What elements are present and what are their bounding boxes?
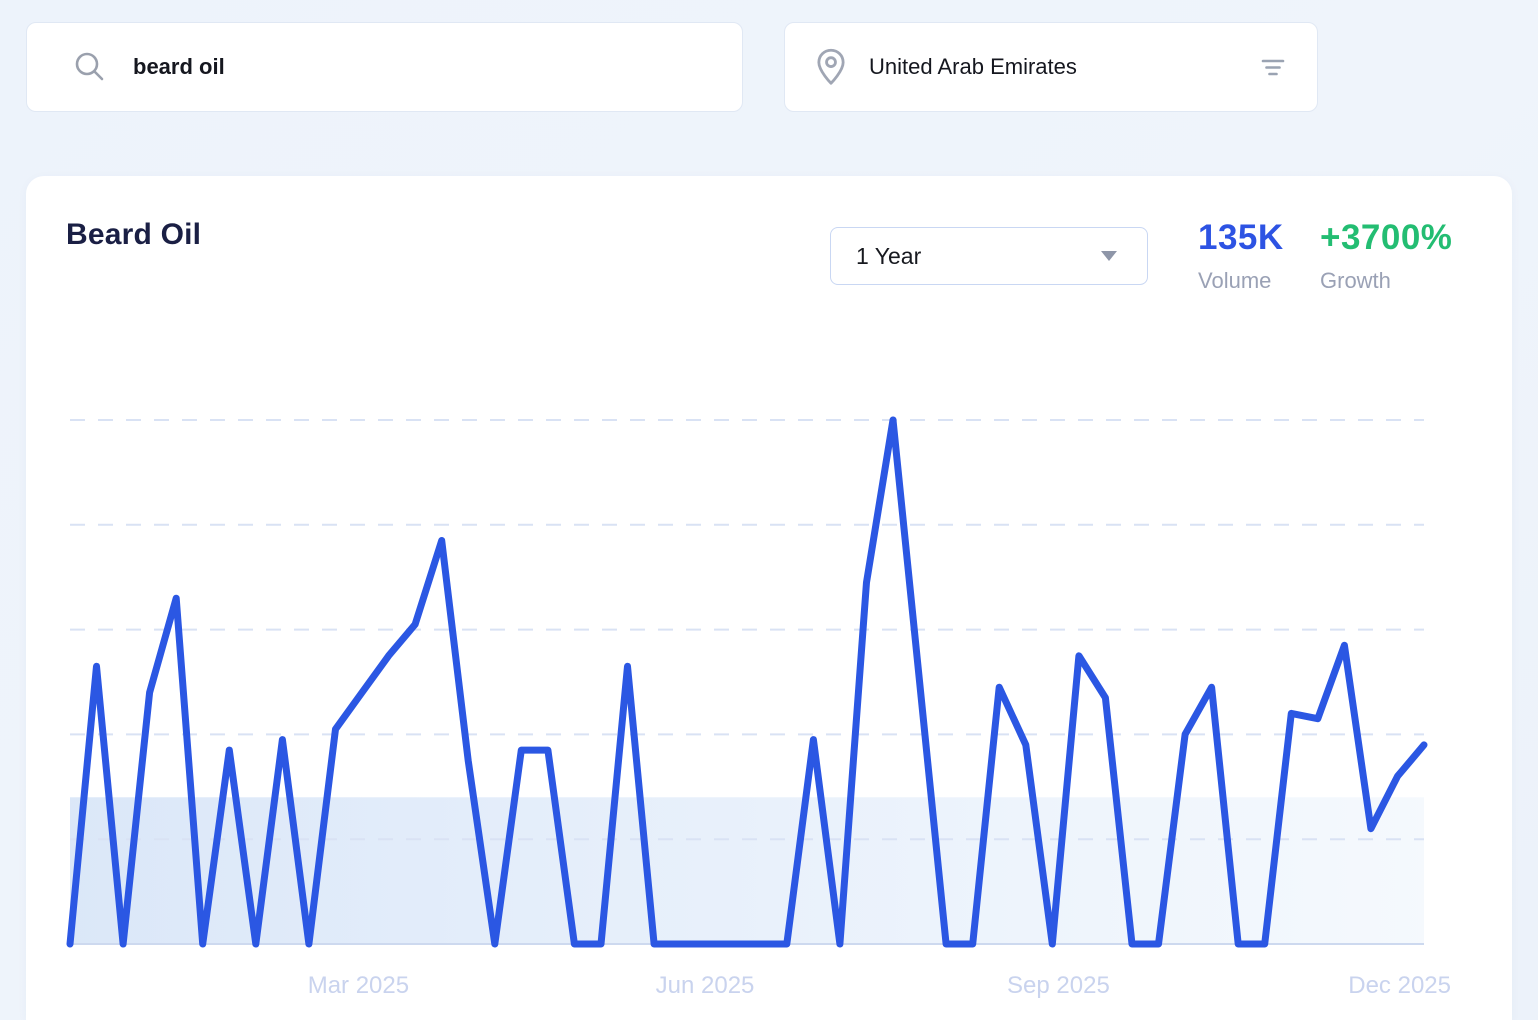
x-tick-label: Jun 2025 [655,972,755,999]
page-title: Beard Oil [66,218,202,251]
growth-stat: +3700% Growth [1320,218,1452,294]
location-selector[interactable]: United Arab Emirates [784,22,1318,112]
volume-label: Volume [1198,268,1272,293]
trend-chart-svg [66,416,1428,948]
x-axis: Mar 2025 Jun 2025 Sep 2025 Dec 2025 [70,972,1451,1002]
growth-value: +3700% [1320,218,1453,257]
trend-card: Beard Oil 1 Year 135K Volume +3700% Grow… [26,176,1512,1020]
volume-value: 135K [1198,218,1284,257]
growth-label: Growth [1320,268,1391,293]
keyword-search-box[interactable] [26,22,743,112]
trend-chart[interactable] [66,400,1428,954]
x-tick-label: Dec 2025 [1348,972,1451,999]
x-tick-label: Sep 2025 [1007,972,1110,999]
x-tick-label: Mar 2025 [307,972,410,999]
filter-lines-icon[interactable] [1261,57,1285,77]
chevron-down-icon [1101,251,1117,261]
timeframe-value: 1 Year [856,242,922,269]
timeframe-dropdown[interactable]: 1 Year [830,227,1148,285]
location-label: United Arab Emirates [869,54,1077,79]
search-input[interactable] [133,54,693,80]
volume-stat: 135K Volume [1198,218,1284,294]
search-icon [75,52,104,81]
map-pin-icon [817,48,845,85]
